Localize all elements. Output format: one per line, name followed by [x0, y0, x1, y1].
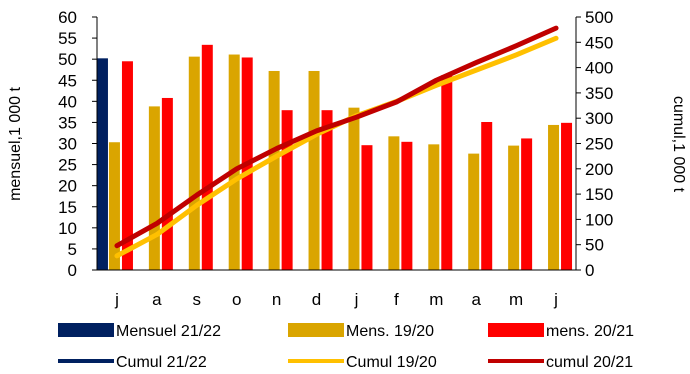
legend-item: cumul 20/21	[488, 354, 633, 371]
y-left-tick-label: 60	[58, 8, 77, 27]
bars-layer	[96, 44, 573, 271]
x-tick-label: j	[114, 290, 119, 309]
y-left-tick-label: 35	[58, 113, 77, 132]
bar-3-7	[361, 145, 373, 270]
bar-3-11	[521, 138, 533, 270]
y-left-tick-label: 0	[68, 261, 77, 280]
bar-3-12	[561, 122, 573, 270]
y-left-tick-label: 10	[58, 219, 77, 238]
bar-2-9	[428, 144, 440, 270]
legend-item: Cumul 21/22	[58, 354, 207, 371]
bar-2-1	[108, 142, 120, 270]
bar-1-1	[96, 58, 108, 270]
bar-2-2	[148, 106, 160, 270]
legend-item: Mensuel 21/22	[58, 323, 221, 340]
bar-2-5	[268, 70, 280, 271]
y-right-tick-label: 500	[585, 8, 613, 27]
x-tick-label: d	[312, 290, 321, 309]
y-left-axis-title: mensuel,1 000 t	[7, 87, 24, 201]
x-tick-label: m	[509, 290, 523, 309]
bar-3-8	[401, 141, 413, 270]
legend-label: cumul 20/21	[546, 354, 633, 371]
x-tick-label: n	[272, 290, 281, 309]
x-tick-label: o	[232, 290, 241, 309]
y-left-tick-label: 25	[58, 156, 77, 175]
bar-2-10	[468, 153, 480, 270]
x-tick-label: m	[429, 290, 443, 309]
bar-2-4	[228, 54, 240, 270]
legend-label: Cumul 21/22	[116, 354, 207, 371]
x-tick-label: f	[394, 290, 399, 309]
y-right-tick-label: 300	[585, 109, 613, 128]
legend-item: mens. 20/21	[488, 323, 634, 340]
bar-3-10	[481, 121, 493, 271]
legend-item: Mens. 19/20	[288, 323, 434, 340]
y-left-tick-label: 15	[58, 198, 77, 217]
y-right-tick-label: 200	[585, 160, 613, 179]
lines-layer	[114, 25, 559, 259]
y-right-tick-label: 350	[585, 84, 613, 103]
y-right-tick-label: 100	[585, 210, 613, 229]
legend-swatch	[58, 323, 114, 337]
y-right-tick-label: 150	[585, 185, 613, 204]
y-right-tick-label: 450	[585, 33, 613, 52]
y-left-tick-label: 5	[68, 240, 77, 259]
bar-3-2	[161, 97, 173, 271]
bar-2-7	[348, 107, 360, 271]
y-right-tick-label: 50	[585, 236, 604, 255]
axes-layer: 0 5 10 15 20 25 30 35 40 45 50 55 60 0 50 100 150 200 250 3…	[58, 8, 613, 309]
x-tick-label: a	[471, 290, 481, 309]
bar-2-3	[188, 56, 200, 271]
legend-label: mens. 20/21	[546, 323, 634, 340]
legend-label: Mens. 19/20	[346, 323, 434, 340]
line-series-3	[114, 25, 559, 249]
bar-3-1	[121, 61, 133, 271]
y-left-tick-label: 55	[58, 29, 77, 48]
legend-swatch	[288, 323, 344, 337]
bar-2-12	[548, 124, 560, 271]
y-right-tick-label: 250	[585, 135, 613, 154]
legend: Mensuel 21/22 Mens. 19/20 mens. 20/21 Cumul…	[58, 323, 634, 371]
y-left-tick-label: 20	[58, 177, 77, 196]
y-left-tick-label: 50	[58, 50, 77, 69]
x-tick-label: j	[354, 290, 359, 309]
legend-swatch	[488, 323, 544, 337]
bar-3-5	[281, 110, 293, 271]
bar-2-6	[308, 70, 320, 271]
y-left-tick-label: 30	[58, 135, 77, 154]
x-tick-label: a	[152, 290, 162, 309]
bar-2-11	[508, 145, 520, 270]
bar-3-6	[321, 110, 333, 271]
y-left-tick-label: 40	[58, 92, 77, 111]
bar-3-3	[201, 44, 213, 270]
y-right-axis-title: cumul,1 000 t	[670, 96, 687, 193]
legend-label: Mensuel 21/22	[116, 323, 221, 340]
y-left-tick-label: 45	[58, 71, 77, 90]
bar-2-8	[388, 136, 400, 270]
y-right-tick-label: 0	[585, 261, 594, 280]
legend-label: Cumul 19/20	[346, 354, 437, 371]
bar-3-9	[441, 75, 453, 270]
y-right-tick-label: 400	[585, 59, 613, 78]
legend-item: Cumul 19/20	[288, 354, 437, 371]
x-tick-label: s	[193, 290, 202, 309]
x-tick-label: j	[553, 290, 558, 309]
